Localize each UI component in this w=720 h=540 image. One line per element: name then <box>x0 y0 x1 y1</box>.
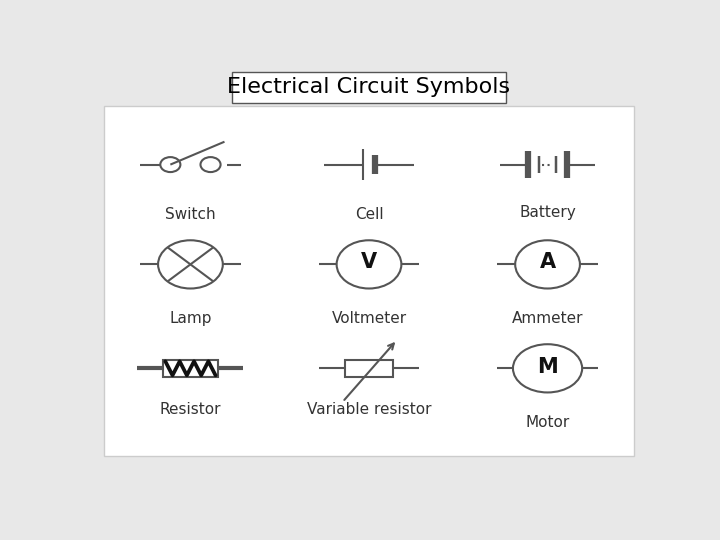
Bar <box>346 360 392 377</box>
Text: A: A <box>539 252 556 272</box>
Text: M: M <box>537 357 558 377</box>
FancyBboxPatch shape <box>233 72 505 103</box>
Text: Resistor: Resistor <box>160 402 221 416</box>
Text: Electrical Circuit Symbols: Electrical Circuit Symbols <box>228 77 510 97</box>
Text: Cell: Cell <box>355 207 383 222</box>
Text: Variable resistor: Variable resistor <box>307 402 431 417</box>
Bar <box>163 360 218 377</box>
FancyBboxPatch shape <box>104 106 634 456</box>
Text: Motor: Motor <box>526 415 570 430</box>
Text: Ammeter: Ammeter <box>512 312 583 326</box>
Circle shape <box>161 157 181 172</box>
Circle shape <box>516 240 580 288</box>
Ellipse shape <box>513 344 582 393</box>
Text: Battery: Battery <box>519 205 576 220</box>
Circle shape <box>158 240 222 288</box>
Circle shape <box>337 240 401 288</box>
Circle shape <box>200 157 220 172</box>
Text: Voltmeter: Voltmeter <box>331 312 407 326</box>
Text: Switch: Switch <box>165 207 216 222</box>
Text: V: V <box>361 252 377 272</box>
Text: Lamp: Lamp <box>169 312 212 326</box>
